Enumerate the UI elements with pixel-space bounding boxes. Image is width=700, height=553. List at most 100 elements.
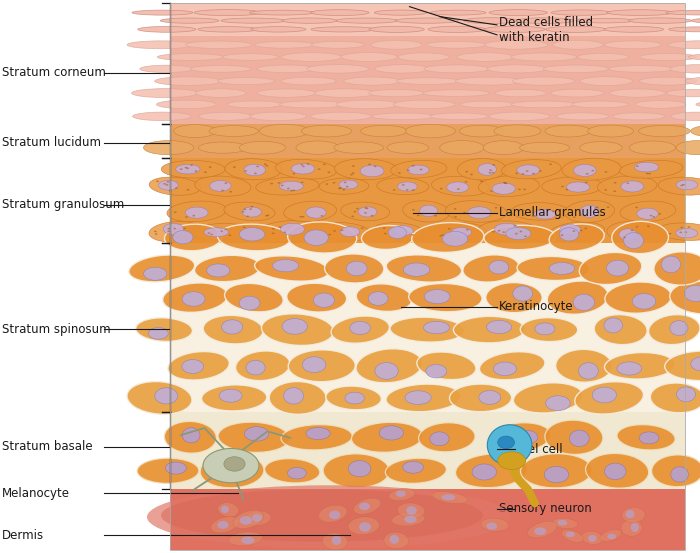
Ellipse shape — [676, 228, 697, 238]
Ellipse shape — [597, 176, 657, 196]
Ellipse shape — [281, 185, 284, 186]
Ellipse shape — [140, 65, 193, 72]
Ellipse shape — [517, 430, 538, 444]
Ellipse shape — [412, 234, 414, 236]
Ellipse shape — [428, 26, 486, 33]
Ellipse shape — [344, 181, 346, 183]
Ellipse shape — [489, 260, 509, 274]
Ellipse shape — [393, 100, 455, 109]
Ellipse shape — [680, 227, 683, 228]
Ellipse shape — [494, 223, 519, 235]
Ellipse shape — [551, 10, 610, 15]
Ellipse shape — [374, 10, 427, 15]
Ellipse shape — [637, 208, 658, 220]
Ellipse shape — [249, 208, 252, 210]
Ellipse shape — [588, 535, 596, 542]
Ellipse shape — [155, 388, 178, 404]
Ellipse shape — [326, 386, 382, 410]
Ellipse shape — [624, 232, 643, 249]
Ellipse shape — [440, 188, 442, 190]
Ellipse shape — [133, 112, 191, 121]
Ellipse shape — [484, 26, 545, 33]
Ellipse shape — [543, 65, 608, 72]
Ellipse shape — [402, 184, 405, 186]
Ellipse shape — [402, 461, 423, 473]
Ellipse shape — [148, 327, 168, 339]
Ellipse shape — [578, 54, 629, 61]
Ellipse shape — [272, 259, 299, 272]
Ellipse shape — [640, 54, 697, 60]
Ellipse shape — [361, 226, 414, 249]
Ellipse shape — [272, 228, 274, 229]
Ellipse shape — [365, 207, 368, 208]
Ellipse shape — [391, 160, 447, 178]
Ellipse shape — [301, 125, 351, 137]
Ellipse shape — [539, 214, 542, 216]
Text: Stratum basale: Stratum basale — [2, 440, 92, 453]
Ellipse shape — [264, 164, 267, 165]
Ellipse shape — [365, 207, 368, 209]
Ellipse shape — [167, 201, 227, 222]
Ellipse shape — [161, 160, 225, 178]
Ellipse shape — [293, 173, 295, 175]
Ellipse shape — [561, 234, 564, 236]
Ellipse shape — [535, 215, 538, 217]
Ellipse shape — [617, 425, 675, 450]
Ellipse shape — [454, 208, 456, 210]
Ellipse shape — [203, 315, 263, 344]
Ellipse shape — [137, 458, 199, 483]
Ellipse shape — [225, 283, 284, 312]
Ellipse shape — [239, 296, 260, 310]
Ellipse shape — [386, 458, 447, 483]
Ellipse shape — [658, 213, 661, 215]
Ellipse shape — [617, 362, 642, 375]
Ellipse shape — [287, 187, 290, 189]
Ellipse shape — [287, 283, 346, 312]
Ellipse shape — [307, 65, 369, 73]
Ellipse shape — [204, 171, 206, 173]
Ellipse shape — [296, 141, 339, 154]
Ellipse shape — [407, 165, 429, 175]
Ellipse shape — [532, 215, 535, 217]
Ellipse shape — [288, 350, 356, 382]
Ellipse shape — [242, 207, 261, 217]
Ellipse shape — [224, 228, 227, 229]
Ellipse shape — [144, 140, 194, 155]
Ellipse shape — [465, 181, 468, 182]
Ellipse shape — [631, 229, 634, 231]
Ellipse shape — [639, 77, 697, 85]
Ellipse shape — [389, 227, 407, 238]
Ellipse shape — [449, 384, 512, 412]
Ellipse shape — [549, 224, 604, 251]
Ellipse shape — [632, 294, 656, 309]
Ellipse shape — [323, 454, 389, 488]
Ellipse shape — [281, 77, 336, 85]
Ellipse shape — [561, 186, 564, 187]
Ellipse shape — [182, 359, 204, 373]
Ellipse shape — [255, 256, 329, 281]
Ellipse shape — [470, 174, 473, 175]
Ellipse shape — [138, 27, 196, 32]
Ellipse shape — [336, 100, 399, 109]
Ellipse shape — [440, 235, 442, 237]
Ellipse shape — [622, 508, 645, 523]
Text: Dead cells filled
with keratin: Dead cells filled with keratin — [499, 17, 593, 44]
Ellipse shape — [486, 320, 512, 333]
Ellipse shape — [594, 207, 597, 209]
Ellipse shape — [472, 464, 496, 480]
Ellipse shape — [605, 171, 608, 173]
Ellipse shape — [244, 164, 265, 176]
Ellipse shape — [676, 387, 696, 402]
Ellipse shape — [222, 320, 243, 334]
Ellipse shape — [325, 254, 384, 283]
Ellipse shape — [463, 18, 517, 24]
Ellipse shape — [605, 352, 675, 379]
Ellipse shape — [457, 188, 460, 190]
Ellipse shape — [676, 140, 700, 155]
Ellipse shape — [596, 206, 598, 208]
Ellipse shape — [511, 101, 576, 108]
Ellipse shape — [269, 382, 326, 414]
Ellipse shape — [668, 233, 671, 234]
Ellipse shape — [517, 165, 540, 175]
Bar — [170, 3, 685, 36]
